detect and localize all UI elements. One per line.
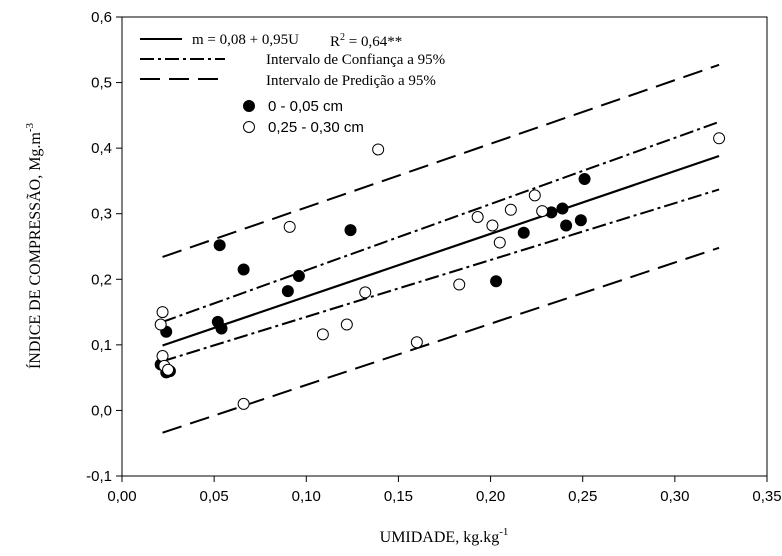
fit-lines [162,63,720,434]
x-tick-label: 0,25 [568,488,597,505]
legend-equation: m = 0,08 + 0,95U [192,32,299,48]
y-tick-label: 0,2 [91,271,112,288]
data-points [154,132,726,410]
filled-data-point [578,172,591,185]
open-data-point [340,318,353,331]
open-data-point [410,336,423,349]
open-data-point [162,363,175,376]
confidence-lower-line [162,188,720,363]
y-tick-label: 0,5 [91,75,112,92]
y-tick-label: 0,1 [91,337,112,354]
y-tick-label: 0,4 [91,140,112,157]
y-tick-label: 0,3 [91,206,112,223]
y-axis-label: ÍNDICE DE COMPRESSÃO, Mg.m-3 [24,122,44,369]
filled-data-point [292,270,305,283]
filled-data-point [490,275,503,288]
open-data-point [316,328,329,341]
legend-r2-value: = 0,64** [345,34,402,50]
filled-data-point [556,202,569,215]
x-tick-label: 0,10 [292,488,321,505]
filled-data-point [344,224,357,237]
legend-prediction-label: Intervalo de Predição a 95% [266,73,436,89]
x-tick-label: 0,05 [200,488,229,505]
plot-frame [121,16,768,477]
filled-data-point [213,239,226,252]
x-tick-label: 0,30 [660,488,689,505]
legend-filled-label: 0 - 0,05 cm [268,98,343,115]
open-data-point [237,397,250,410]
filled-data-point [215,322,228,335]
open-data-point [453,278,466,291]
legend-r2: R2 = 0,64** [330,32,402,50]
open-data-point [372,143,385,156]
x-axis-label: UMIDADE, kg.kg-1 [380,526,509,546]
open-data-point [471,210,484,223]
open-data-point [359,286,372,299]
x-tick-label: 0,00 [107,488,136,505]
open-data-point [283,220,296,233]
axis-ticks: 0,00 0,05 0,10 0,15 0,20 0,25 0,30 0,35 -0,1 0,0 0… [86,9,781,505]
legend: m = 0,08 + 0,95U R2 = 0,64** Intervalo d… [140,32,445,136]
open-data-point [713,132,726,145]
regression-line [162,154,720,347]
open-data-point [156,306,169,319]
filled-data-point [281,285,294,298]
legend-open-label: 0,25 - 0,30 cm [268,119,364,136]
x-axis-label-text: UMIDADE, kg.kg [380,529,500,546]
y-tick-label: -0,1 [86,468,112,485]
x-tick-label: 0,20 [476,488,505,505]
filled-data-point [517,226,530,239]
confidence-upper-line [162,120,720,323]
y-tick-label: 0,0 [91,402,112,419]
filled-data-point [237,263,250,276]
open-data-point [486,219,499,232]
open-data-point [154,318,167,331]
legend-r2-sup: 2 [340,32,345,43]
prediction-upper-line [162,63,720,258]
x-tick-label: 0,15 [384,488,413,505]
open-data-point [493,236,506,249]
prediction-lower-line [162,246,720,434]
legend-confidence-label: Intervalo de Confiança a 95% [266,52,445,68]
y-axis-label-sup: -3 [24,122,36,132]
filled-data-point [574,214,587,227]
legend-r2-prefix: R [330,34,340,50]
legend-open-marker [243,121,255,133]
y-tick-label: 0,6 [91,9,112,26]
open-data-point [156,350,169,363]
legend-filled-marker [243,100,255,112]
open-data-point [536,205,549,218]
x-axis-label-sup: -1 [499,526,508,538]
filled-data-point [560,219,573,232]
y-axis-label-text: ÍNDICE DE COMPRESSÃO, Mg.m [25,132,44,369]
x-tick-label: 0,35 [752,488,781,505]
open-data-point [504,203,517,216]
open-data-point [528,189,541,202]
